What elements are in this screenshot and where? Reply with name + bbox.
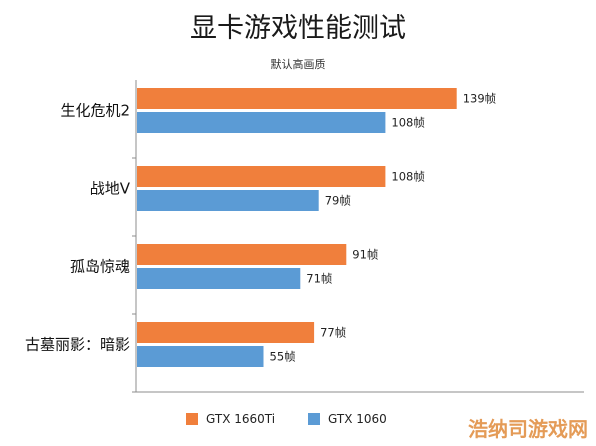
axis-layer	[132, 80, 584, 393]
bar	[137, 346, 264, 367]
category-label: 生化危机2	[60, 102, 130, 120]
bar	[137, 190, 319, 211]
data-label: 108帧	[391, 116, 424, 130]
watermark: 浩纳司游戏网	[468, 417, 588, 441]
legend-label: GTX 1660Ti	[206, 412, 275, 426]
bar	[137, 166, 386, 187]
data-label: 71帧	[306, 272, 332, 286]
data-label: 91帧	[352, 248, 378, 262]
bar	[137, 88, 457, 109]
legend: GTX 1660Ti GTX 1060	[186, 412, 387, 426]
legend-swatch	[308, 413, 320, 425]
bar	[137, 244, 347, 265]
bar	[137, 112, 386, 133]
data-label: 55帧	[270, 350, 296, 364]
chart-subtitle: 默认高画质	[271, 57, 326, 71]
category-label: 孤岛惊魂	[70, 258, 130, 276]
data-label: 139帧	[463, 92, 496, 106]
data-label: 79帧	[325, 194, 351, 208]
bar	[137, 322, 315, 343]
chart-title: 显卡游戏性能测试	[190, 13, 406, 44]
data-label: 108帧	[391, 170, 424, 184]
bar	[137, 268, 301, 289]
bar-layer	[137, 88, 457, 367]
category-label: 古墓丽影：暗影	[25, 336, 130, 354]
legend-label: GTX 1060	[328, 412, 387, 426]
data-label: 77帧	[320, 326, 346, 340]
legend-swatch	[186, 413, 198, 425]
category-label: 战地V	[90, 180, 131, 198]
